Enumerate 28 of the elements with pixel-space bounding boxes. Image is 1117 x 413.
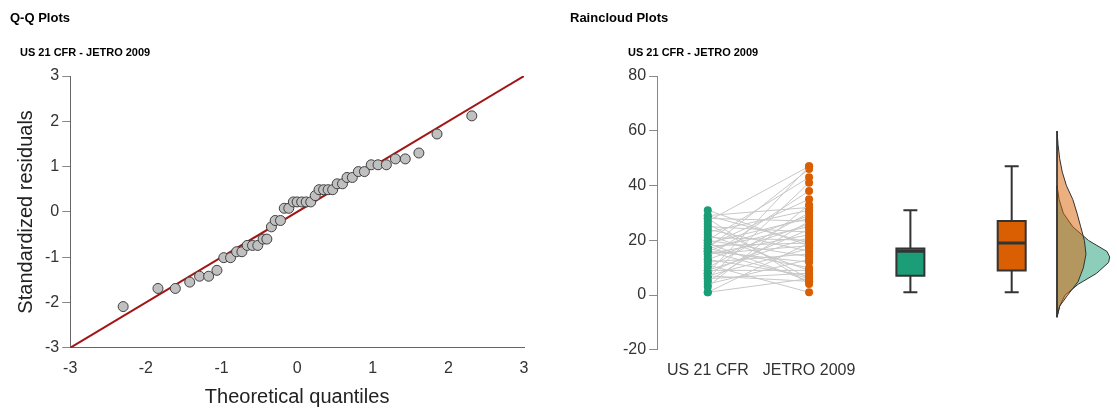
y-tick-label: 80 [628, 66, 647, 84]
x-tick-label: JETRO 2009 [762, 360, 856, 378]
y-axis-title: Standardized residuals [13, 110, 36, 314]
chart-title: Raincloud Plots [570, 10, 669, 25]
x-tick-label: -1 [214, 358, 229, 376]
y-tick-label: 0 [50, 202, 60, 220]
y-tick-label: 60 [628, 121, 647, 139]
y-tick-label: 0 [637, 285, 647, 303]
x-tick-label: 1 [368, 358, 378, 376]
y-tick-label: -1 [44, 247, 60, 265]
x-tick-label: -2 [138, 358, 154, 376]
x-tick-label: 3 [519, 358, 529, 376]
x-tick-label: US 21 CFR [666, 360, 749, 378]
chart-subtitle: US 21 CFR - JETRO 2009 [628, 46, 759, 58]
y-tick-label: -20 [623, 340, 647, 358]
chart-subtitle: US 21 CFR - JETRO 2009 [20, 46, 151, 58]
chart-title: Q-Q Plots [10, 10, 70, 25]
x-tick-label: 2 [443, 358, 453, 376]
x-tick-label: -3 [63, 358, 78, 376]
x-tick-label: 0 [292, 358, 302, 376]
y-tick-label: -2 [44, 292, 60, 310]
y-tick-label: 2 [50, 111, 60, 129]
y-tick-label: 3 [50, 66, 60, 84]
x-axis-title: Theoretical quantiles [204, 384, 390, 407]
y-tick-label: -3 [44, 338, 60, 356]
y-tick-label: 40 [628, 175, 647, 193]
y-tick-label: 20 [628, 230, 647, 248]
y-tick-label: 1 [50, 157, 60, 175]
